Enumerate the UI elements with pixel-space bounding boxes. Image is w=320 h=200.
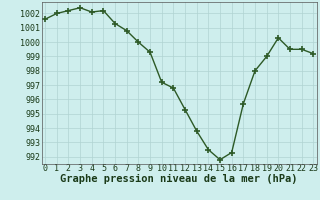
X-axis label: Graphe pression niveau de la mer (hPa): Graphe pression niveau de la mer (hPa): [60, 174, 298, 184]
